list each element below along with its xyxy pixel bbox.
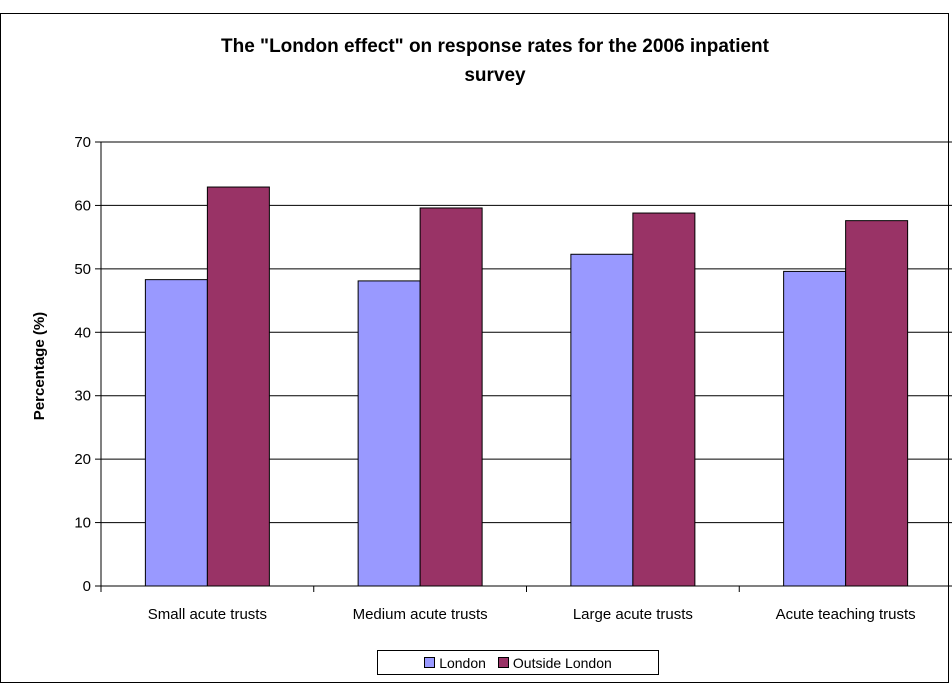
y-tick-label-70: 70 [74, 134, 91, 151]
legend-swatch-outside-london [497, 657, 509, 668]
y-tick-label-60: 60 [74, 197, 91, 214]
legend-label-london: London [439, 654, 486, 671]
bar-london-3 [570, 253, 634, 587]
y-tick-label-10: 10 [74, 515, 91, 532]
y-axis-label: Percentage (%) [31, 312, 48, 420]
x-tick-label-4: Acute teaching trusts [776, 606, 916, 623]
bar-london-1 [144, 279, 208, 587]
y-tick-label-40: 40 [74, 324, 91, 341]
x-tick-label-2: Medium acute trusts [353, 606, 488, 623]
y-tick-label-50: 50 [74, 261, 91, 278]
legend-item-outside-london: Outside London [497, 654, 612, 671]
chart-title-line-2: survey [464, 65, 526, 86]
y-tick-label-0: 0 [83, 578, 91, 595]
x-tick-label-1: Small acute trusts [148, 606, 267, 623]
y-tick-label-20: 20 [74, 451, 91, 468]
legend-item-london: London [424, 655, 486, 671]
bar-outside-london-3 [632, 212, 696, 587]
legend: London Outside London [377, 650, 659, 675]
bar-london-2 [357, 280, 421, 587]
legend-swatch-london [424, 657, 436, 668]
bar-outside-london-1 [206, 186, 270, 587]
bar-outside-london-2 [419, 207, 483, 587]
legend-label-outside-london: Outside London [512, 654, 612, 671]
bar-outside-london-4 [845, 220, 909, 587]
chart-title-line-1: The "London effect" on response rates fo… [221, 36, 770, 57]
x-tick-label-3: Large acute trusts [573, 606, 693, 623]
bar-london-4 [783, 270, 847, 587]
y-tick-label-30: 30 [74, 388, 91, 405]
